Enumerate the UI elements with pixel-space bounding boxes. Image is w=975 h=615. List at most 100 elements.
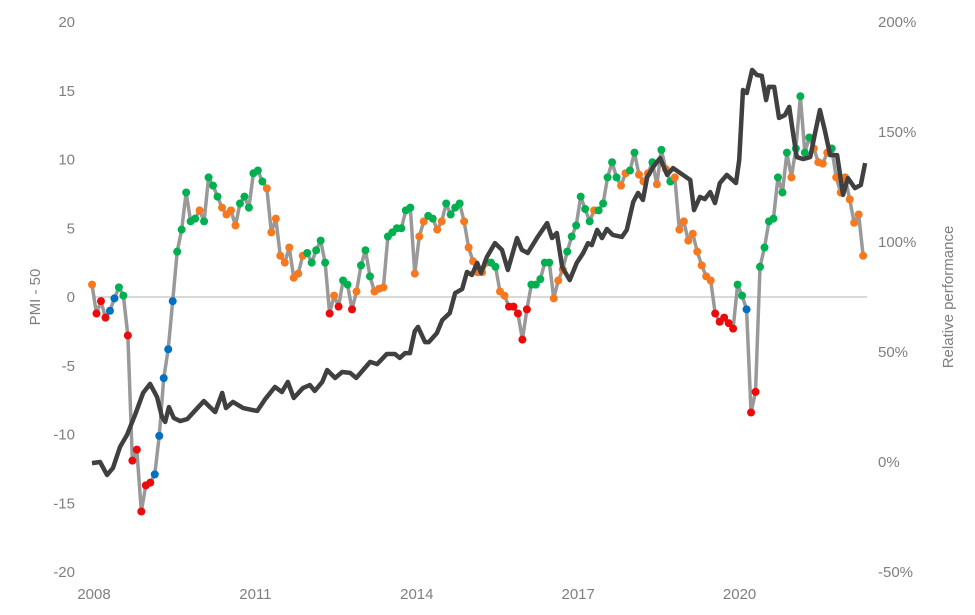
pmi-point-orange bbox=[280, 258, 289, 267]
pmi-point-green bbox=[365, 272, 374, 281]
pmi-point-orange bbox=[675, 225, 684, 234]
pmi-point-red bbox=[137, 507, 146, 516]
x-tick-label: 2008 bbox=[77, 586, 110, 603]
right-tick-label: 50% bbox=[878, 344, 908, 361]
pmi-point-red bbox=[509, 302, 518, 311]
pmi-point-green bbox=[796, 92, 805, 101]
left-tick-label: -15 bbox=[53, 495, 75, 512]
pmi-point-green bbox=[608, 158, 617, 167]
pmi-point-red bbox=[522, 305, 531, 314]
pmi-point-orange bbox=[88, 280, 96, 289]
pmi-point-green bbox=[567, 232, 576, 241]
pmi-point-green bbox=[182, 188, 191, 197]
pmi-point-orange bbox=[285, 243, 294, 252]
pmi-point-green bbox=[581, 205, 590, 213]
left-tick-label: -5 bbox=[62, 358, 75, 375]
right-axis-ticks: 200% 150% 100% 50% 0% -50% bbox=[878, 14, 916, 581]
pmi-point-green bbox=[204, 173, 213, 182]
pmi-point-orange bbox=[231, 221, 240, 230]
pmi-point-green bbox=[599, 199, 608, 208]
pmi-point-orange bbox=[195, 206, 204, 215]
relative-performance-line bbox=[91, 67, 868, 478]
pmi-point-green bbox=[173, 247, 182, 256]
pmi-point-green bbox=[307, 258, 316, 267]
pmi-point-orange bbox=[294, 269, 303, 278]
pmi-point-orange bbox=[267, 228, 276, 237]
pmi-point-green bbox=[361, 246, 370, 255]
pmi-point-orange bbox=[845, 195, 854, 204]
pmi-point-green bbox=[312, 246, 321, 255]
pmi-point-orange bbox=[787, 173, 796, 182]
pmi-point-orange bbox=[415, 232, 424, 241]
pmi-point-green bbox=[235, 199, 244, 208]
pmi-point-green bbox=[536, 275, 545, 284]
pmi-point-red bbox=[128, 456, 137, 465]
pmi-point-orange bbox=[460, 217, 469, 226]
pmi-point-green bbox=[572, 221, 581, 230]
pmi-point-blue bbox=[168, 297, 177, 306]
pmi-point-green bbox=[531, 280, 540, 289]
right-axis-title: Relative performance bbox=[940, 226, 957, 369]
pmi-point-orange bbox=[818, 159, 827, 168]
pmi-point-orange bbox=[437, 217, 446, 226]
pmi-point-orange bbox=[693, 247, 702, 256]
pmi-point-green bbox=[357, 261, 365, 270]
pmi-point-green bbox=[585, 217, 594, 226]
pmi-point-blue bbox=[742, 305, 751, 314]
pmi-point-orange bbox=[679, 217, 688, 226]
pmi-point-red bbox=[146, 478, 155, 487]
pmi-point-orange bbox=[688, 229, 697, 238]
pmi-point-orange bbox=[433, 225, 442, 234]
pmi-point-green bbox=[303, 249, 312, 257]
pmi-point-orange bbox=[352, 287, 361, 296]
pmi-point-green bbox=[209, 181, 218, 190]
left-tick-label: 0 bbox=[67, 289, 75, 306]
left-tick-label: 5 bbox=[67, 220, 75, 237]
pmi-point-blue bbox=[159, 374, 168, 383]
pmi-point-orange bbox=[634, 170, 643, 179]
pmi-point-red bbox=[101, 313, 110, 322]
pmi-point-orange bbox=[271, 214, 280, 223]
pmi-point-green bbox=[240, 192, 249, 201]
pmi-point-red bbox=[513, 309, 522, 318]
pmi-point-orange bbox=[854, 210, 863, 219]
pmi-point-green bbox=[782, 148, 791, 157]
pmi-point-orange bbox=[706, 276, 715, 285]
pmi-point-orange bbox=[226, 206, 235, 215]
pmi-point-green bbox=[200, 217, 209, 226]
pmi-point-green bbox=[657, 145, 666, 154]
pmi-point-blue bbox=[155, 431, 164, 440]
pmi-point-blue bbox=[150, 470, 159, 479]
pmi-point-red bbox=[747, 408, 756, 417]
pmi-point-red bbox=[96, 297, 105, 306]
pmi-point-orange bbox=[859, 251, 868, 260]
pmi-point-green bbox=[177, 225, 186, 234]
pmi-point-orange bbox=[554, 276, 563, 285]
pmi-point-green bbox=[119, 291, 128, 300]
pmi-point-green bbox=[428, 214, 437, 223]
pmi-point-red bbox=[123, 331, 132, 340]
pmi-point-red bbox=[518, 335, 527, 344]
pmi-point-orange bbox=[617, 181, 626, 190]
pmi-point-orange bbox=[330, 291, 339, 300]
right-tick-label: 150% bbox=[878, 124, 916, 141]
pmi-point-orange bbox=[419, 217, 428, 226]
left-axis-ticks: 20 15 10 5 0 -5 -10 -15 -20 bbox=[53, 14, 75, 581]
pmi-point-green bbox=[612, 173, 621, 182]
x-tick-label: 2017 bbox=[562, 586, 595, 603]
pmi-point-green bbox=[213, 192, 222, 201]
pmi-point-blue bbox=[105, 306, 114, 315]
pmi-point-red bbox=[751, 387, 760, 396]
x-tick-label: 2011 bbox=[239, 586, 271, 603]
pmi-point-green bbox=[258, 177, 267, 186]
pmi-point-red bbox=[348, 305, 357, 314]
pmi-point-green bbox=[406, 203, 415, 212]
pmi-point-green bbox=[603, 173, 612, 182]
pmi-point-green bbox=[455, 199, 464, 208]
pmi-point-orange bbox=[850, 218, 859, 227]
pmi-point-red bbox=[724, 319, 733, 328]
pmi-point-red bbox=[729, 324, 738, 333]
relative-performance-series bbox=[91, 67, 868, 478]
x-axis-ticks: 2008 2011 2014 2017 2020 bbox=[77, 586, 756, 603]
pmi-point-orange bbox=[684, 236, 693, 245]
